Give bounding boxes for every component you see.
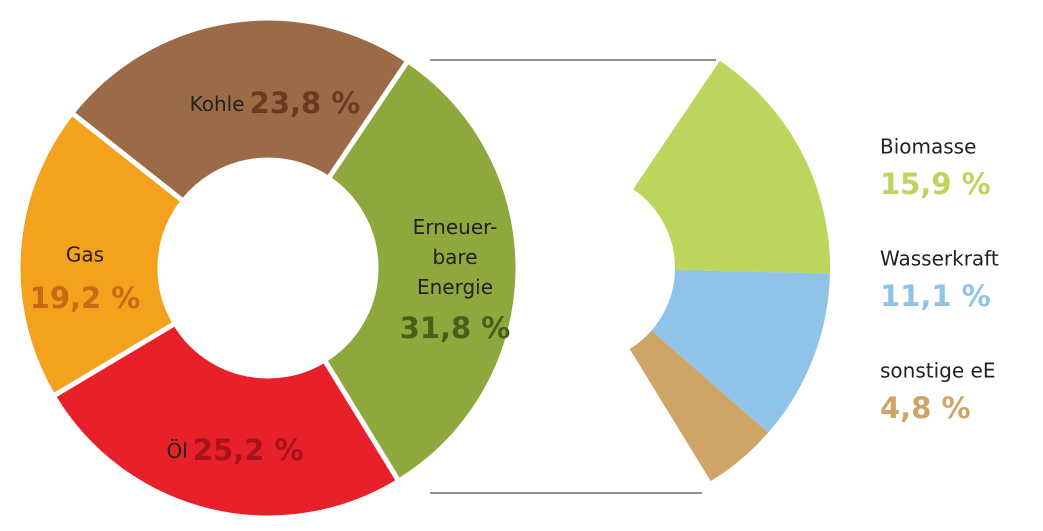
breakdown-segment (651, 270, 830, 433)
breakdown-segment (629, 330, 769, 482)
category-label: Gas (66, 243, 104, 267)
donut-segment (49, 319, 403, 521)
value-label: 25,2 % (193, 433, 304, 467)
legend-label: sonstige eE (880, 359, 995, 383)
segment-label: Öl 25,2 % (166, 433, 303, 467)
donut-segment (15, 109, 187, 400)
category-label: Erneuer-bare Energie (413, 215, 498, 299)
value-label: 23,8 % (250, 86, 361, 120)
category-label: Kohle (190, 92, 245, 116)
donut-segment (321, 57, 521, 485)
legend-label: Wasserkraft (880, 247, 999, 271)
donut-segment (68, 15, 412, 205)
legend-value: 4,8 % (880, 391, 971, 425)
legend-value: 15,9 % (880, 167, 991, 201)
segment-label: Kohle 23,8 % (190, 86, 361, 120)
category-label: Öl (166, 439, 187, 463)
value-label: 31,8 % (400, 311, 511, 345)
legend-label: Biomasse (880, 135, 976, 159)
breakdown-segment (633, 60, 831, 274)
legend-value: 11,1 % (880, 279, 991, 313)
value-label: 19,2 % (30, 281, 141, 315)
